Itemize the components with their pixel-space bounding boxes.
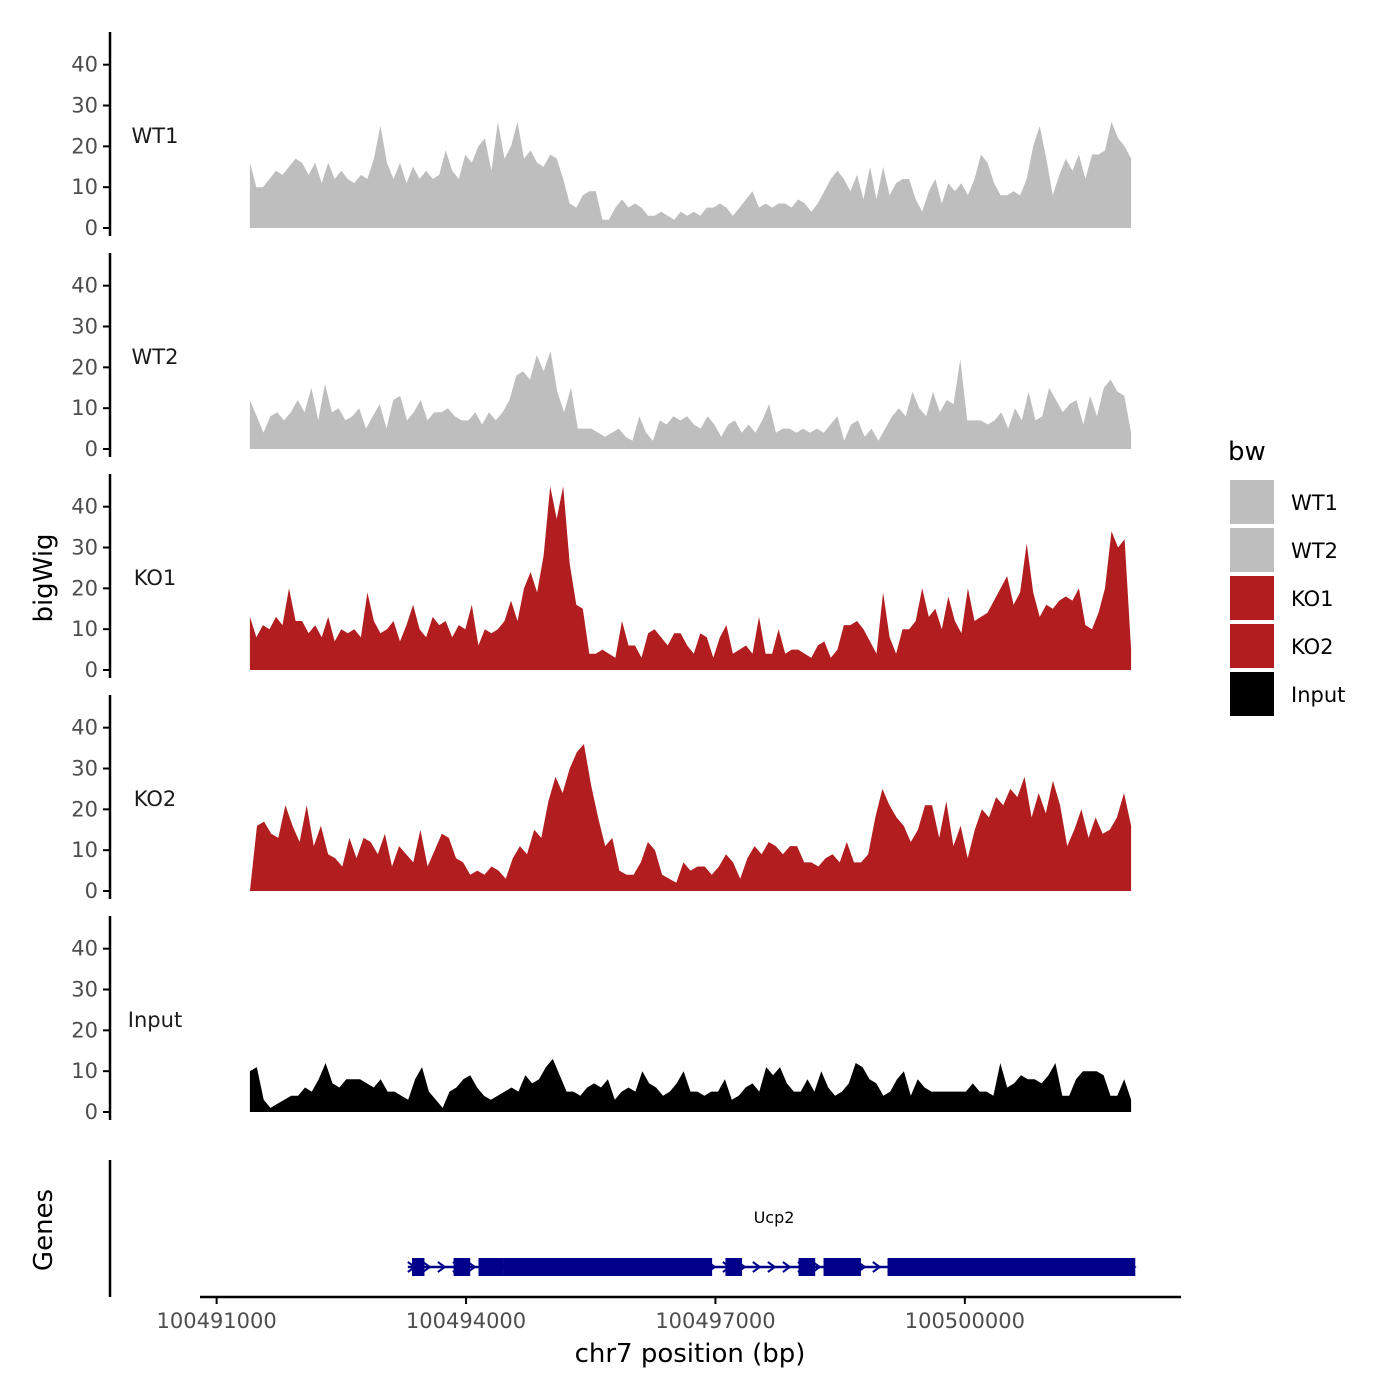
y-tick-label: 40 bbox=[71, 274, 98, 298]
legend-swatch bbox=[1230, 480, 1274, 524]
y-tick-label: 40 bbox=[71, 716, 98, 740]
y-tick-label: 30 bbox=[71, 94, 98, 118]
x-axis: 100491000 100494000 100497000 100500000 bbox=[157, 1295, 1181, 1333]
y-tick-label: 40 bbox=[71, 53, 98, 77]
signal-area-ko2 bbox=[249, 744, 1132, 891]
gene-exon bbox=[798, 1258, 816, 1276]
strand-arrow bbox=[872, 1261, 882, 1273]
track-label: WT2 bbox=[132, 345, 179, 369]
y-tick-label: 30 bbox=[71, 536, 98, 560]
track-label: KO2 bbox=[134, 787, 177, 811]
y-tick-label: 0 bbox=[85, 216, 98, 240]
strand-arrow bbox=[422, 1261, 432, 1273]
y-tick-label: 0 bbox=[85, 437, 98, 461]
legend: WT1 WT2 KO1 KO2 Input bbox=[1230, 480, 1345, 716]
legend-label: KO2 bbox=[1291, 635, 1334, 659]
y-tick-label: 10 bbox=[71, 838, 98, 862]
legend-item-input: Input bbox=[1230, 672, 1345, 716]
legend-swatch bbox=[1230, 624, 1274, 668]
legend-item-ko1: KO1 bbox=[1230, 576, 1334, 620]
x-tick-label: 100491000 bbox=[157, 1309, 277, 1333]
track-label: KO1 bbox=[134, 566, 177, 590]
gene-exon bbox=[411, 1258, 425, 1276]
y-tick-label: 10 bbox=[71, 175, 98, 199]
y-axis-title: bigWig bbox=[29, 533, 59, 622]
gene-exon bbox=[725, 1258, 743, 1276]
x-tick-label: 100500000 bbox=[905, 1309, 1025, 1333]
gene-exon bbox=[887, 1258, 1136, 1276]
tracks-layer: 0 10 20 30 40 WT1 0 10 20 30 40 WT2 0 10 20 30 40 KO1 0 10 2… bbox=[71, 32, 1132, 1124]
legend-title: bw bbox=[1228, 437, 1266, 467]
x-tick-label: 100497000 bbox=[655, 1309, 775, 1333]
y-tick-label: 0 bbox=[85, 658, 98, 682]
signal-area-wt1 bbox=[249, 121, 1132, 228]
y-tick-label: 30 bbox=[71, 315, 98, 339]
genes-title: Genes bbox=[29, 1189, 59, 1271]
y-tick-label: 20 bbox=[71, 355, 98, 379]
legend-label: KO1 bbox=[1291, 587, 1334, 611]
track-label: Input bbox=[128, 1008, 182, 1032]
gene-exon bbox=[503, 1258, 713, 1276]
signal-area-input bbox=[249, 1058, 1132, 1112]
track-wt1: 0 10 20 30 40 WT1 bbox=[71, 32, 1132, 240]
y-tick-label: 40 bbox=[71, 937, 98, 961]
legend-label: Input bbox=[1291, 683, 1345, 707]
y-tick-label: 10 bbox=[71, 617, 98, 641]
legend-swatch bbox=[1230, 672, 1274, 716]
y-tick-label: 20 bbox=[71, 134, 98, 158]
signal-area-ko1 bbox=[249, 486, 1132, 670]
gene-exon bbox=[823, 1258, 861, 1276]
x-axis-title: chr7 position (bp) bbox=[575, 1339, 806, 1369]
y-tick-label: 10 bbox=[71, 396, 98, 420]
y-tick-label: 20 bbox=[71, 1018, 98, 1042]
track-ko2: 0 10 20 30 40 KO2 bbox=[71, 695, 1132, 903]
gene-name-label: Ucp2 bbox=[754, 1208, 795, 1227]
y-tick-label: 30 bbox=[71, 978, 98, 1002]
signal-area-wt2 bbox=[249, 351, 1132, 449]
gene-track-layer bbox=[108, 1160, 1137, 1297]
y-tick-label: 20 bbox=[71, 576, 98, 600]
legend-swatch bbox=[1230, 528, 1274, 572]
gene-exon bbox=[453, 1258, 471, 1276]
strand-arrow bbox=[437, 1261, 447, 1273]
strand-arrow bbox=[782, 1261, 792, 1273]
y-tick-label: 30 bbox=[71, 757, 98, 781]
track-ko1: 0 10 20 30 40 KO1 bbox=[71, 474, 1132, 682]
y-tick-label: 40 bbox=[71, 495, 98, 519]
track-label: WT1 bbox=[132, 124, 179, 148]
legend-label: WT2 bbox=[1291, 539, 1338, 563]
strand-arrow bbox=[752, 1261, 762, 1273]
x-tick-label: 100494000 bbox=[406, 1309, 526, 1333]
y-tick-label: 10 bbox=[71, 1059, 98, 1083]
y-tick-label: 0 bbox=[85, 879, 98, 903]
gene-exon bbox=[478, 1258, 504, 1276]
track-wt2: 0 10 20 30 40 WT2 bbox=[71, 253, 1132, 461]
legend-item-ko2: KO2 bbox=[1230, 624, 1334, 668]
strand-arrow bbox=[767, 1261, 777, 1273]
y-tick-label: 20 bbox=[71, 797, 98, 821]
legend-label: WT1 bbox=[1291, 491, 1338, 515]
legend-swatch bbox=[1230, 576, 1274, 620]
legend-item-wt2: WT2 bbox=[1230, 528, 1338, 572]
legend-item-wt1: WT1 bbox=[1230, 480, 1338, 524]
y-tick-label: 0 bbox=[85, 1100, 98, 1124]
track-input: 0 10 20 30 40 Input bbox=[71, 916, 1132, 1124]
